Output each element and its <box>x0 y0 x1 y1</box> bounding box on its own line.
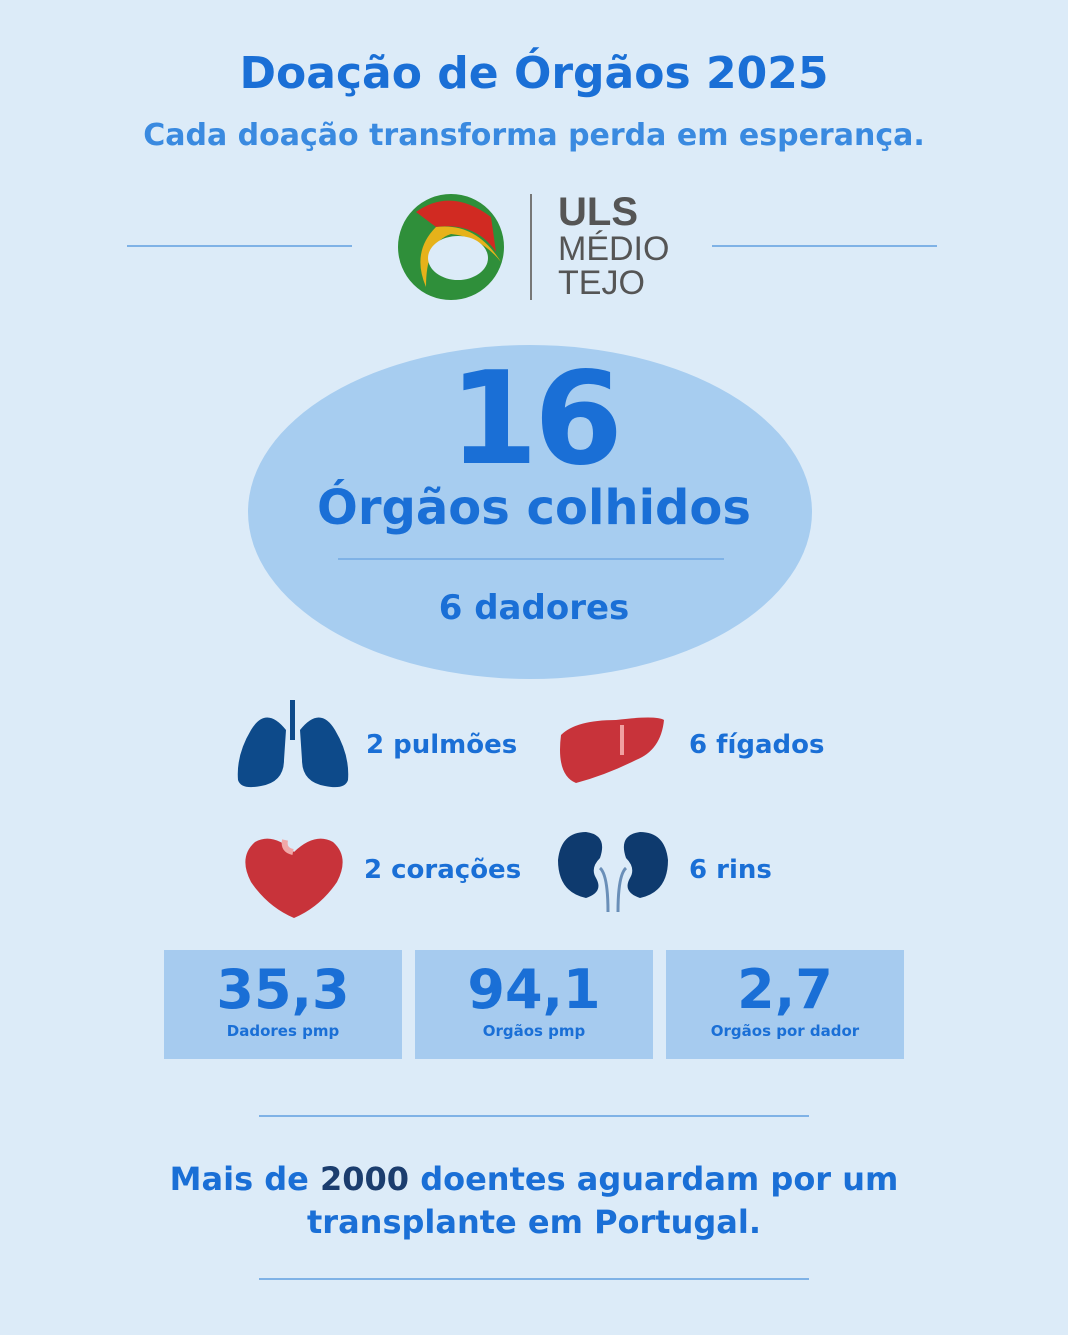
divider <box>259 1115 809 1117</box>
stat-label: Orgãos por dador <box>710 1022 860 1040</box>
liver-icon <box>560 717 664 783</box>
footer-text: doentes aguardam por um <box>409 1160 899 1198</box>
hero-ellipse <box>248 345 812 679</box>
divider <box>712 245 937 247</box>
heart-icon <box>245 838 343 918</box>
organ-label-kidneys: 6 rins <box>689 855 772 885</box>
stat-value: 2,7 <box>737 958 833 1021</box>
organs-count: 16 <box>448 345 623 494</box>
divider <box>259 1278 809 1280</box>
footer-highlight: 2000 <box>320 1160 410 1198</box>
page-title: Doação de Órgãos 2025 <box>239 48 829 99</box>
footer-message: Mais de 2000 doentes aguardam por um tra… <box>0 1158 1068 1244</box>
organ-label-liver: 6 fígados <box>689 730 825 760</box>
lungs-icon <box>237 700 349 788</box>
stat-label: Dadores pmp <box>226 1022 340 1040</box>
logo-text-tejo: TEJO <box>558 264 645 302</box>
logo-text-uls: ULS <box>558 190 638 234</box>
uls-logo-icon <box>398 194 504 300</box>
organ-label-lungs: 2 pulmões <box>366 730 518 760</box>
stat-box-donors-pmp: 35,3 Dadores pmp <box>164 950 402 1059</box>
divider <box>127 245 352 247</box>
organ-label-heart: 2 corações <box>364 855 522 885</box>
stat-box-organs-pmp: 94,1 Orgãos pmp <box>415 950 653 1059</box>
stat-label: Orgãos pmp <box>482 1022 586 1040</box>
hero-divider <box>338 558 724 560</box>
footer-line2: transplante em Portugal. <box>307 1203 761 1241</box>
logo-text-medio: MÉDIO <box>558 230 670 268</box>
stat-value: 94,1 <box>467 958 601 1021</box>
kidneys-icon <box>558 832 668 912</box>
organs-label: Órgãos colhidos <box>317 480 751 536</box>
donors-count: 6 dadores <box>438 588 630 628</box>
footer-text: Mais de <box>169 1160 320 1198</box>
page-subtitle: Cada doação transforma perda em esperanç… <box>143 118 925 153</box>
stat-value: 35,3 <box>216 958 350 1021</box>
logo: ULS MÉDIO TEJO <box>396 192 669 306</box>
stat-box-organs-per-donor: 2,7 Orgãos por dador <box>666 950 904 1059</box>
